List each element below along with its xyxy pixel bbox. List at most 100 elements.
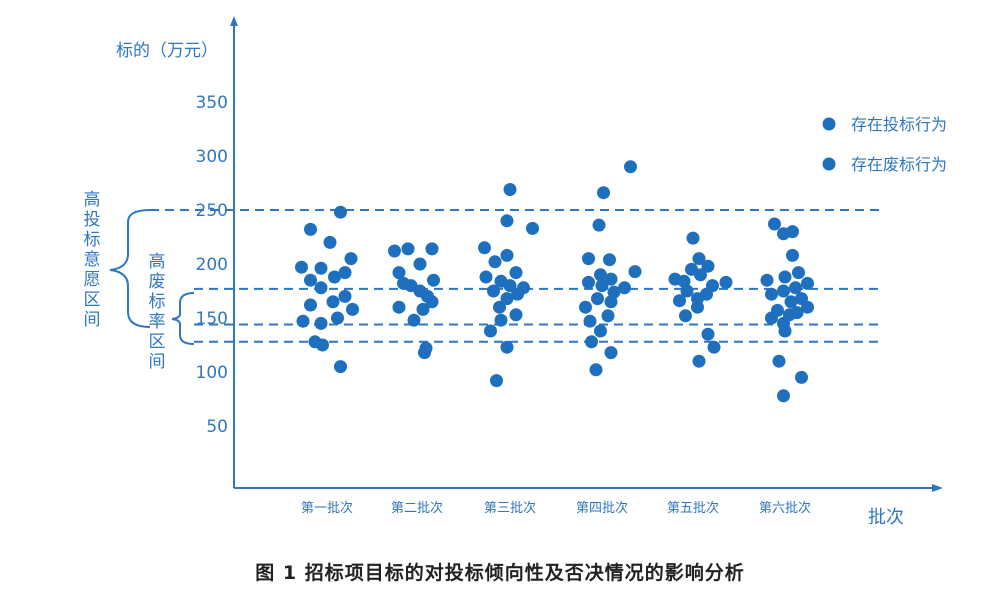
data-point xyxy=(777,227,790,241)
x-tick-label: 第五批次 xyxy=(667,500,719,516)
legend-marker xyxy=(822,157,836,171)
data-point xyxy=(778,270,792,284)
data-point xyxy=(591,292,604,306)
data-point xyxy=(418,346,431,360)
data-point xyxy=(765,311,778,325)
data-point xyxy=(487,284,500,298)
data-point xyxy=(594,268,607,282)
data-point xyxy=(490,374,503,388)
band-label-char: 区 xyxy=(149,332,166,352)
data-point xyxy=(595,279,609,293)
data-point xyxy=(765,287,778,301)
x-axis-arrow xyxy=(932,484,943,492)
data-point xyxy=(314,281,328,295)
data-point xyxy=(478,241,491,255)
data-point xyxy=(334,205,347,219)
data-point xyxy=(388,244,401,258)
band-label-char: 高 xyxy=(149,252,166,272)
band-label-char: 高 xyxy=(84,190,101,210)
band-label-char: 愿 xyxy=(84,270,101,290)
data-point xyxy=(500,292,514,306)
data-point xyxy=(427,273,440,287)
data-point xyxy=(484,324,497,338)
data-point xyxy=(786,248,799,262)
data-point xyxy=(500,214,514,228)
bracket-high-bid-interval xyxy=(109,209,151,328)
band-label-char: 废 xyxy=(149,272,166,292)
data-point xyxy=(603,253,616,267)
data-point xyxy=(679,309,692,323)
x-tick-label: 第三批次 xyxy=(484,500,536,516)
data-point xyxy=(416,302,430,316)
data-point xyxy=(295,260,308,274)
data-point xyxy=(624,160,637,174)
data-point xyxy=(392,266,406,280)
data-point xyxy=(323,235,337,249)
data-point xyxy=(582,252,595,266)
y-tick-label: 200 xyxy=(196,255,228,275)
data-point xyxy=(801,300,814,314)
data-point xyxy=(479,270,493,284)
data-point xyxy=(673,294,686,308)
data-point xyxy=(604,272,618,286)
y-axis-title: 标的（万元） xyxy=(116,41,218,61)
data-point xyxy=(601,309,615,323)
data-point xyxy=(338,266,352,280)
data-point xyxy=(692,354,706,368)
data-point xyxy=(582,275,595,289)
figure-caption: 图 1 招标项目标的对投标倾向性及否决情况的影响分析 xyxy=(255,562,745,584)
data-point xyxy=(296,314,310,328)
data-point xyxy=(604,295,618,309)
band-label-char: 率 xyxy=(149,312,166,332)
data-point xyxy=(618,281,631,295)
y-tick-label: 50 xyxy=(206,417,228,437)
data-point xyxy=(789,281,802,295)
data-point xyxy=(401,242,415,256)
data-point xyxy=(314,261,328,275)
data-point xyxy=(686,231,700,245)
interval-brackets xyxy=(109,209,195,345)
data-point xyxy=(526,221,539,235)
data-point xyxy=(494,313,508,327)
legend-marker xyxy=(822,117,836,131)
data-point xyxy=(334,360,347,374)
data-point xyxy=(511,287,524,301)
data-points xyxy=(295,160,814,403)
band-label-char: 意 xyxy=(84,250,101,270)
data-point xyxy=(314,316,328,330)
data-point xyxy=(707,340,721,354)
y-tick-label: 300 xyxy=(196,147,228,167)
data-point xyxy=(604,346,618,360)
data-point xyxy=(680,284,694,298)
data-point xyxy=(691,300,704,314)
band-label-char: 间 xyxy=(84,310,101,330)
data-point xyxy=(597,186,610,200)
legend-label: 存在投标行为 xyxy=(851,115,947,134)
data-point xyxy=(304,222,317,236)
data-point xyxy=(692,252,706,266)
data-point xyxy=(331,311,344,325)
data-point xyxy=(500,340,514,354)
data-point xyxy=(784,295,798,309)
data-point xyxy=(589,363,603,377)
data-point xyxy=(579,300,592,314)
band-label-char: 标 xyxy=(149,292,166,312)
data-point xyxy=(413,257,427,271)
data-point xyxy=(509,266,523,280)
x-tick-label: 第一批次 xyxy=(301,500,353,516)
data-point xyxy=(425,295,439,309)
bracket-high-abandon-interval xyxy=(171,292,195,345)
y-axis-arrow xyxy=(230,16,238,26)
band-label-char: 间 xyxy=(149,352,166,372)
data-point xyxy=(500,248,514,262)
data-point xyxy=(344,252,358,266)
legend-label: 存在废标行为 xyxy=(851,155,947,174)
band-label-char: 投 xyxy=(84,210,101,230)
data-point xyxy=(719,275,733,289)
data-point xyxy=(801,276,814,290)
data-point xyxy=(304,273,317,287)
data-point xyxy=(701,259,715,273)
band-label-char: 标 xyxy=(84,230,101,250)
band-label-char: 区 xyxy=(84,290,101,310)
